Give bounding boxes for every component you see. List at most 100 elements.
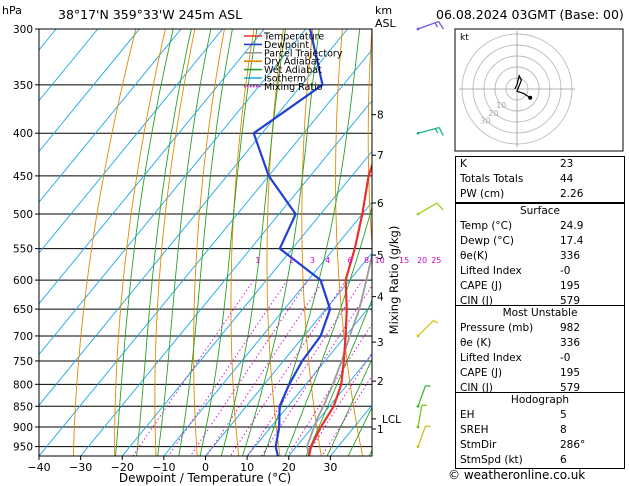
mixing-ratio-label: 8 — [364, 256, 369, 265]
indices-table: K 23 Totals Totals 44 PW (cm) 2.26 — [455, 156, 625, 203]
isotherm-line — [0, 29, 15, 456]
height-tick-label: 8 — [377, 110, 384, 122]
wet-adiabat-line — [347, 406, 372, 456]
height-unit-label: km — [375, 4, 392, 17]
pressure-tick-label: 400 — [13, 128, 33, 140]
wind-barb — [416, 20, 444, 31]
dewpoint-line — [252, 29, 332, 456]
dry-adiabat-line — [193, 29, 225, 456]
wet-adiabat-line — [157, 29, 212, 456]
wind-barb-shaft — [417, 319, 435, 337]
height-tick-label: LCL — [382, 414, 401, 426]
mixing-ratio-line — [132, 279, 255, 456]
mixing-ratio-label: 6 — [348, 256, 353, 265]
pressure-tick-label: 700 — [13, 331, 33, 343]
wet-adiabat-line — [326, 358, 372, 456]
hodograph-ring-label: 10 — [496, 101, 506, 110]
height-tick-label: 1 — [377, 424, 384, 436]
location-title: 38°17'N 359°33'W 245m ASL — [58, 7, 242, 22]
temperature-line — [308, 162, 372, 456]
pressure-tick-label: 300 — [13, 24, 33, 36]
height-tick-label: 2 — [377, 376, 384, 388]
mixing-ratio-axis-label: Mixing Ratio (g/kg) — [387, 226, 401, 335]
isotherm-line — [39, 49, 372, 456]
legend-label: Dry Adiabat — [264, 57, 321, 68]
hodograph-unit-label: kt — [460, 33, 469, 43]
wet-adiabat-line — [242, 29, 320, 456]
wind-barb-shaft — [417, 385, 427, 407]
mu-row: θe (K) 336 — [460, 337, 581, 349]
mixing-ratio-label: 10 — [375, 256, 385, 265]
isotherm-line — [39, 29, 140, 153]
mixing-ratio-line — [321, 374, 372, 456]
x-axis-label: Dewpoint / Temperature (°C) — [119, 471, 291, 485]
pressure-tick-label: 850 — [13, 401, 33, 413]
isotherm-line — [39, 29, 182, 203]
wind-barb-shaft — [417, 202, 438, 215]
pressure-unit-label: hPa — [2, 4, 22, 17]
wet-adiabat-line — [284, 205, 372, 456]
wind-barb-base — [416, 404, 420, 408]
mixing-ratio-label: 4 — [325, 256, 330, 265]
pressure-tick-label: 500 — [13, 209, 33, 221]
wet-adiabat-line — [178, 29, 233, 456]
height-tick-label: 4 — [377, 292, 384, 304]
wind-barb-base — [416, 212, 420, 216]
wind-barb — [416, 126, 444, 136]
mu-row: Lifted Index -0 — [460, 352, 571, 364]
surface-row: CIN (J) 579 — [460, 295, 581, 307]
dry-adiabat-line — [367, 29, 372, 251]
legend-label: Isotherm — [264, 74, 306, 85]
wind-barb-base — [416, 27, 420, 31]
surface-row: Dewp (°C) 17.4 — [460, 235, 584, 247]
wind-barb-base — [416, 445, 420, 448]
legend-label: Temperature — [263, 32, 324, 43]
wet-adiabat-line — [305, 298, 372, 456]
mu-row: Pressure (mb) 982 — [460, 322, 581, 334]
hodo-row: StmDir 286° — [460, 439, 586, 451]
mixing-ratio-line — [167, 279, 288, 456]
temperature-tick-label: −40 — [27, 461, 50, 474]
surface-row: CAPE (J) 195 — [460, 280, 581, 292]
index-row: K 23 — [460, 158, 574, 170]
wind-barb-base — [416, 334, 420, 338]
pressure-tick-label: 350 — [13, 80, 33, 92]
pressure-tick-label: 950 — [13, 442, 33, 454]
hodo-row: EH 5 — [460, 409, 567, 421]
wet-adiabat-line — [136, 29, 192, 456]
dry-adiabat-line — [335, 29, 364, 456]
surface-row: Lifted Index -0 — [460, 265, 571, 277]
temperature-tick-label: −20 — [111, 461, 134, 474]
dry-adiabat-line — [266, 29, 284, 456]
wind-barb-feather — [433, 319, 439, 324]
isotherm-line — [39, 29, 348, 406]
hodograph-storm-point — [528, 95, 533, 100]
isotherm-line — [246, 303, 372, 456]
isotherm-line — [80, 99, 372, 456]
mixing-ratio-label: 15 — [399, 256, 409, 265]
dry-adiabat-line — [114, 29, 166, 456]
temperature-tick-label: 10 — [240, 461, 254, 474]
temperature-tick-label: 20 — [282, 461, 296, 474]
wet-adiabat-line — [199, 29, 258, 456]
mixing-ratio-label: 2 — [289, 256, 294, 265]
wind-barb-feather — [434, 22, 439, 28]
wind-barb-feather — [434, 128, 439, 134]
pressure-tick-label: 550 — [13, 244, 33, 256]
isotherm-line — [39, 29, 307, 356]
temperature-tick-label: −10 — [152, 461, 175, 474]
wind-barb-feather — [438, 127, 444, 136]
wind-barb — [416, 384, 431, 408]
pressure-tick-label: 800 — [13, 379, 33, 391]
dry-adiabat-line — [72, 29, 137, 456]
mixing-ratio-line — [206, 279, 325, 456]
hodograph-table: Hodograph EH 5 SREH 8 StmDir 286° StmSpd (k… — [455, 392, 625, 469]
mixing-ratio-label: 25 — [431, 256, 441, 265]
pressure-tick-label: 600 — [13, 275, 33, 287]
legend-label: Mixing Ratio — [264, 82, 323, 93]
hodograph-ring-label: 20 — [488, 109, 498, 118]
hodograph-trace — [514, 74, 531, 99]
